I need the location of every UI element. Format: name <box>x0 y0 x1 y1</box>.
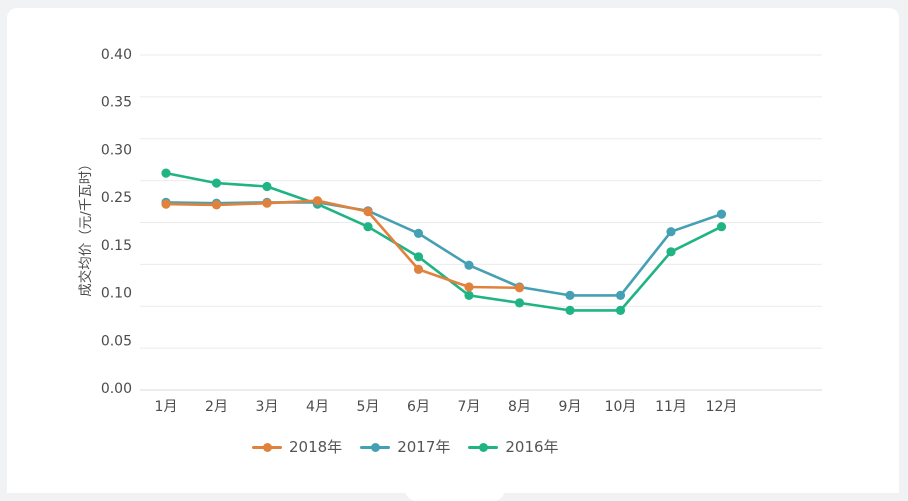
data-point-2017年 <box>464 260 474 270</box>
data-point-2017年 <box>666 227 676 237</box>
y-axis-tick-label: 0.05 <box>101 333 132 349</box>
data-point-2016年 <box>464 290 474 300</box>
x-axis-tick-label: 4月 <box>306 399 329 415</box>
data-point-2017年 <box>565 290 575 300</box>
x-axis-tick-label: 1月 <box>155 399 178 415</box>
y-axis-tick-label: 0.35 <box>101 95 132 111</box>
chart-legend: 2018年 2017年 2016年 <box>252 436 559 458</box>
data-point-2018年 <box>211 200 222 210</box>
x-axis-tick-label: 7月 <box>458 399 481 415</box>
data-point-2016年 <box>211 178 222 188</box>
data-point-2016年 <box>514 298 525 308</box>
x-axis-tick-label: 3月 <box>256 399 279 415</box>
x-axis-tick-label: 9月 <box>559 399 582 415</box>
legend-marker-dot <box>478 442 488 452</box>
data-point-2016年 <box>161 168 171 178</box>
data-point-2016年 <box>262 181 272 192</box>
x-axis-tick-label: 12月 <box>706 399 738 415</box>
legend-marker-dot <box>370 442 380 452</box>
y-axis-tick-label: 0.30 <box>101 142 132 158</box>
x-axis-tick-label: 6月 <box>407 399 430 415</box>
legend-marker-dot <box>262 442 272 452</box>
data-point-2017年 <box>615 290 626 300</box>
y-axis-tick-label: 0.25 <box>101 190 132 206</box>
legend-item-2017年[interactable]: 2017年 <box>360 437 451 456</box>
legend-line-dot-icon <box>252 442 282 452</box>
y-axis-tick-label: 0.15 <box>101 238 132 254</box>
data-point-2018年 <box>464 282 474 292</box>
series-line-2017年 <box>164 201 723 297</box>
y-axis-tick-label: 0.40 <box>101 47 132 63</box>
data-point-2018年 <box>363 207 373 217</box>
data-point-2016年 <box>413 252 424 262</box>
x-axis-tick-label: 5月 <box>357 399 380 415</box>
y-axis-tick-label: 0.00 <box>101 381 132 397</box>
data-point-2018年 <box>161 199 171 209</box>
bottom-panel-tab <box>405 489 505 501</box>
series-line-2018年 <box>164 199 521 290</box>
legend-label: 2018年 <box>289 437 343 456</box>
x-axis-tick-label: 8月 <box>508 399 531 415</box>
legend-label: 2017年 <box>397 437 451 456</box>
legend-line-dot-icon <box>468 442 499 452</box>
legend-label: 2016年 <box>505 437 559 456</box>
data-point-2018年 <box>413 264 424 274</box>
data-point-2016年 <box>666 247 676 257</box>
data-point-2018年 <box>262 198 272 208</box>
data-point-2016年 <box>615 305 626 315</box>
data-point-2018年 <box>312 196 323 206</box>
data-point-2017年 <box>716 209 727 219</box>
x-axis-tick-label: 2月 <box>205 399 228 415</box>
legend-item-2016年[interactable]: 2016年 <box>468 437 559 456</box>
x-axis-tick-label: 11月 <box>655 399 687 415</box>
legend-line-dot-icon <box>360 442 391 452</box>
data-point-2016年 <box>363 222 373 232</box>
x-axis-tick-label: 10月 <box>605 399 637 415</box>
y-axis-title: 成交均价（元/千瓦时） <box>77 157 94 297</box>
y-axis-tick-label: 0.10 <box>101 286 132 302</box>
data-point-2017年 <box>413 228 424 238</box>
series-line-2016年 <box>164 171 723 312</box>
legend-item-2018年[interactable]: 2018年 <box>252 437 343 456</box>
chart-card <box>7 8 899 493</box>
data-point-2016年 <box>565 305 575 315</box>
data-point-2018年 <box>514 283 525 293</box>
data-point-2016年 <box>716 222 727 232</box>
